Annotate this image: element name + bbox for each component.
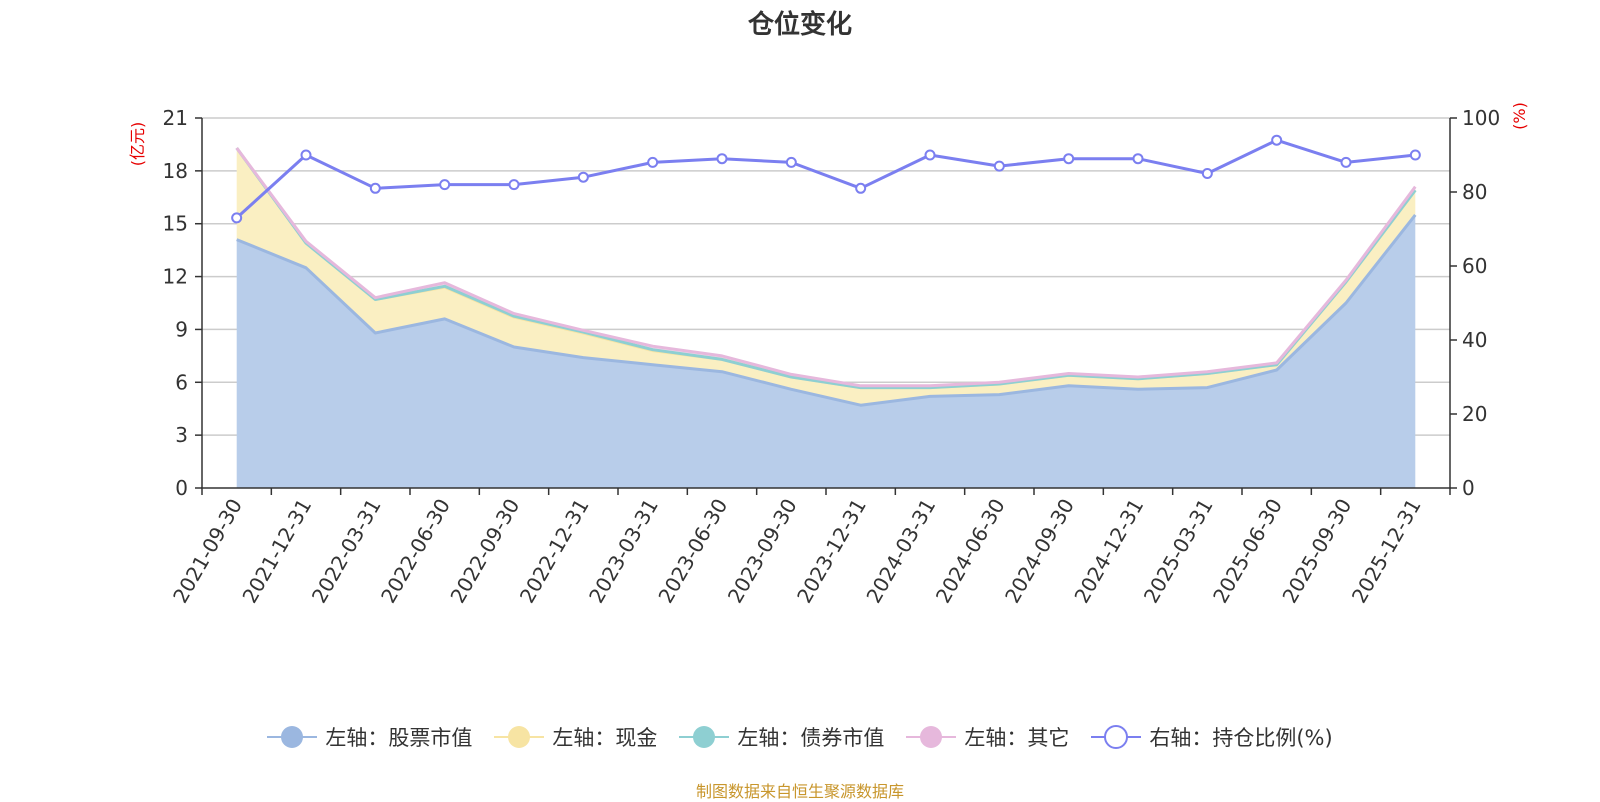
x-tick-label: 2024-06-30 <box>931 494 1010 607</box>
x-tick-label: 2025-03-31 <box>1139 495 1218 608</box>
legend-item[interactable]: 左轴：债券市值 <box>679 722 884 752</box>
ratio-point <box>1201 168 1213 179</box>
ratio-point <box>1271 134 1283 146</box>
x-tick-label: 2024-09-30 <box>1000 495 1079 608</box>
area-line-左轴：股票市值 <box>236 213 1417 407</box>
left-tick-label: 21 <box>163 106 188 130</box>
left-tick-label: 6 <box>175 370 188 394</box>
legend-item[interactable]: 左轴：现金 <box>494 722 657 752</box>
x-tick-label: 2022-06-30 <box>376 494 455 607</box>
x-tick-label: 2022-12-31 <box>515 495 594 608</box>
legend-label: 左轴：现金 <box>552 726 658 750</box>
legend-item[interactable]: 左轴：其它 <box>906 722 1069 752</box>
right-tick-label: 80 <box>1462 180 1487 204</box>
ratio-point <box>1340 156 1352 168</box>
stacked-areas <box>235 147 1417 488</box>
legend: 左轴：股票市值 左轴：现金 左轴：债券市值 左轴：其它 右轴：持仓比例(%) <box>0 722 1600 752</box>
x-tick-label: 2024-03-31 <box>861 495 940 608</box>
ratio-point <box>231 212 243 224</box>
ratio-line-path <box>235 138 1416 220</box>
left-tick-label: 18 <box>163 159 188 183</box>
legend-label: 右轴：持仓比例(%) <box>1149 726 1333 750</box>
right-tick-label: 100 <box>1462 106 1500 130</box>
area-左轴：现金 <box>236 148 1416 406</box>
chart-title: 仓位变化 <box>747 10 852 40</box>
right-tick-label: 0 <box>1462 476 1475 500</box>
x-tick-label: 2024-12-31 <box>1069 495 1148 608</box>
left-tick-label: 15 <box>163 212 188 236</box>
ratio-point <box>300 149 312 161</box>
x-tick-label: 2023-12-31 <box>792 495 871 608</box>
legend-swatch-icon <box>494 726 545 748</box>
left-tick-label: 9 <box>175 317 188 341</box>
legend-item[interactable]: 右轴：持仓比例(%) <box>1091 722 1333 752</box>
area-line-左轴：债券市值 <box>235 147 1417 390</box>
ratio-point <box>924 149 936 161</box>
x-tick-label: 2023-03-31 <box>584 495 663 608</box>
x-tick-label: 2025-09-30 <box>1277 495 1356 608</box>
ratio-point <box>716 153 728 165</box>
legend-swatch-icon <box>679 726 730 748</box>
left-tick-label: 12 <box>163 265 188 289</box>
right-tick-label: 60 <box>1462 254 1487 278</box>
x-tick-label: 2021-12-31 <box>237 495 316 608</box>
legend-label: 左轴：其它 <box>964 726 1070 750</box>
legend-item[interactable]: 左轴：股票市值 <box>267 722 472 752</box>
x-tick-label: 2023-06-30 <box>653 495 732 608</box>
ratio-point <box>993 160 1005 172</box>
legend-swatch-icon <box>906 726 957 748</box>
legend-swatch-icon <box>1091 725 1142 749</box>
ratio-line <box>231 134 1421 224</box>
legend-label: 左轴：股票市值 <box>325 726 473 750</box>
ratio-point <box>369 182 381 194</box>
x-tick-label: 2023-09-30 <box>723 495 802 608</box>
legend-label: 左轴：债券市值 <box>737 726 885 750</box>
x-tick-label: 2025-06-30 <box>1208 495 1287 608</box>
ratio-point <box>647 156 659 168</box>
data-source-note: 制图数据来自恒生聚源数据库 <box>695 782 904 801</box>
right-tick-label: 40 <box>1462 328 1487 352</box>
ratio-point <box>785 156 797 168</box>
ratio-point <box>508 179 520 191</box>
left-axis-unit: (亿元) <box>128 122 147 167</box>
x-tick-label: 2022-09-30 <box>445 495 524 608</box>
ratio-point <box>439 179 451 191</box>
right-tick-label: 20 <box>1462 402 1487 426</box>
ratio-point <box>1063 153 1075 165</box>
ratio-point <box>577 171 589 183</box>
ratio-point <box>1409 149 1421 161</box>
x-tick-label: 2025-12-31 <box>1347 495 1426 608</box>
legend-swatch-icon <box>267 726 318 748</box>
left-tick-label: 0 <box>175 476 188 500</box>
area-line-左轴：其它 <box>235 147 1417 388</box>
ratio-point <box>1132 153 1144 165</box>
x-tick-label: 2022-03-31 <box>307 495 386 608</box>
area-左轴：股票市值 <box>236 214 1416 488</box>
left-tick-label: 3 <box>175 423 188 447</box>
right-axis-unit: (%) <box>1510 102 1529 130</box>
ratio-point <box>855 182 867 194</box>
x-tick-label: 2021-09-30 <box>168 495 247 608</box>
